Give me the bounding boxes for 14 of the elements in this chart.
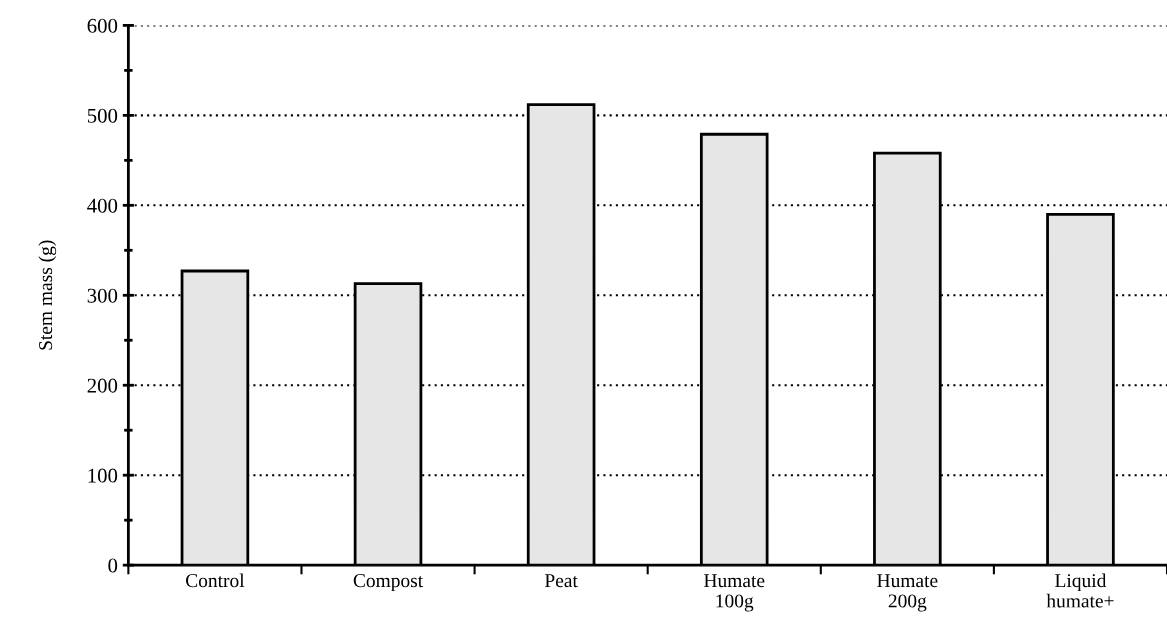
x-tick-label: Peat xyxy=(544,574,578,588)
y-tick-label: 0 xyxy=(108,558,118,573)
y-axis-title: Stem mass (g) xyxy=(38,240,57,350)
y-tick-label: 300 xyxy=(87,288,118,303)
y-tick-label: 500 xyxy=(87,108,118,123)
y-tick-label: 400 xyxy=(87,198,118,213)
x-tick-label: Liquid humate+ xyxy=(1046,573,1114,608)
x-tick-label: Humate 100g xyxy=(704,574,765,612)
y-tick-label: 200 xyxy=(87,378,118,393)
x-tick-label: Humate 200g xyxy=(877,574,938,612)
y-tick-label: 600 xyxy=(87,18,118,33)
x-tick-label: Compost xyxy=(353,574,424,592)
x-tick-label: Control xyxy=(186,573,245,588)
y-tick-label: 100 xyxy=(88,468,118,483)
